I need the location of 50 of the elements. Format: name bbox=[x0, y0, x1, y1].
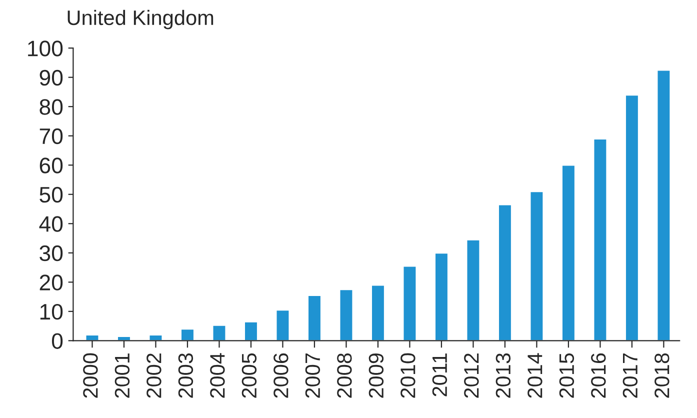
chart-title: United Kingdom bbox=[68, 10, 214, 30]
bar bbox=[370, 284, 386, 341]
x-tick-label: 2004 bbox=[210, 353, 225, 398]
x-tick-label: 2005 bbox=[242, 353, 257, 398]
bar bbox=[402, 265, 418, 341]
x-tick-label: 2007 bbox=[305, 354, 320, 398]
bar bbox=[624, 94, 640, 341]
bar bbox=[84, 334, 100, 341]
y-tick-label: 90 bbox=[40, 70, 63, 86]
bar bbox=[275, 309, 290, 341]
x-tick-label: 2008 bbox=[337, 353, 352, 398]
bar bbox=[561, 164, 576, 341]
x-tick-label: 2002 bbox=[146, 354, 162, 398]
y-tick-label: 30 bbox=[40, 245, 63, 262]
y-tick-label: 100 bbox=[28, 40, 63, 56]
y-tick-label: 50 bbox=[40, 186, 63, 203]
bar bbox=[498, 204, 512, 341]
bar bbox=[116, 336, 132, 341]
x-tick-label: 2014 bbox=[528, 353, 542, 398]
y-tick-label: 60 bbox=[40, 158, 63, 174]
x-tick-label: 2016 bbox=[591, 353, 606, 398]
x-tick-label: 2017 bbox=[622, 354, 638, 398]
bar bbox=[180, 328, 195, 341]
bar bbox=[338, 288, 354, 341]
x-tick-label: 2003 bbox=[178, 353, 194, 398]
y-tick-label: 70 bbox=[40, 128, 63, 144]
x-tick-label: 2009 bbox=[368, 353, 384, 398]
bar bbox=[592, 138, 608, 341]
x-tick-label: 2015 bbox=[559, 353, 574, 398]
bar bbox=[656, 69, 672, 341]
y-tick-label: 80 bbox=[40, 99, 63, 115]
y-tick-label: 40 bbox=[39, 216, 63, 232]
x-tick-label: 2000 bbox=[83, 353, 98, 398]
bar bbox=[434, 252, 449, 341]
x-tick-label: 2010 bbox=[400, 353, 416, 398]
x-tick-label: 2011 bbox=[432, 353, 448, 396]
y-tick-label: 20 bbox=[40, 274, 63, 290]
bar bbox=[212, 324, 227, 341]
bar bbox=[244, 320, 258, 341]
x-tick-label: 2001 bbox=[114, 353, 130, 398]
bar bbox=[529, 190, 544, 341]
bar bbox=[148, 334, 164, 341]
bar bbox=[466, 239, 481, 341]
x-tick-label: 2013 bbox=[496, 353, 511, 398]
x-tick-label: 2012 bbox=[464, 354, 479, 398]
y-tick-label: 0 bbox=[52, 333, 63, 349]
y-tick-label: 10 bbox=[40, 304, 63, 320]
bar bbox=[307, 294, 322, 341]
x-tick-label: 2006 bbox=[274, 353, 288, 398]
x-tick-label: 2018 bbox=[654, 353, 670, 398]
